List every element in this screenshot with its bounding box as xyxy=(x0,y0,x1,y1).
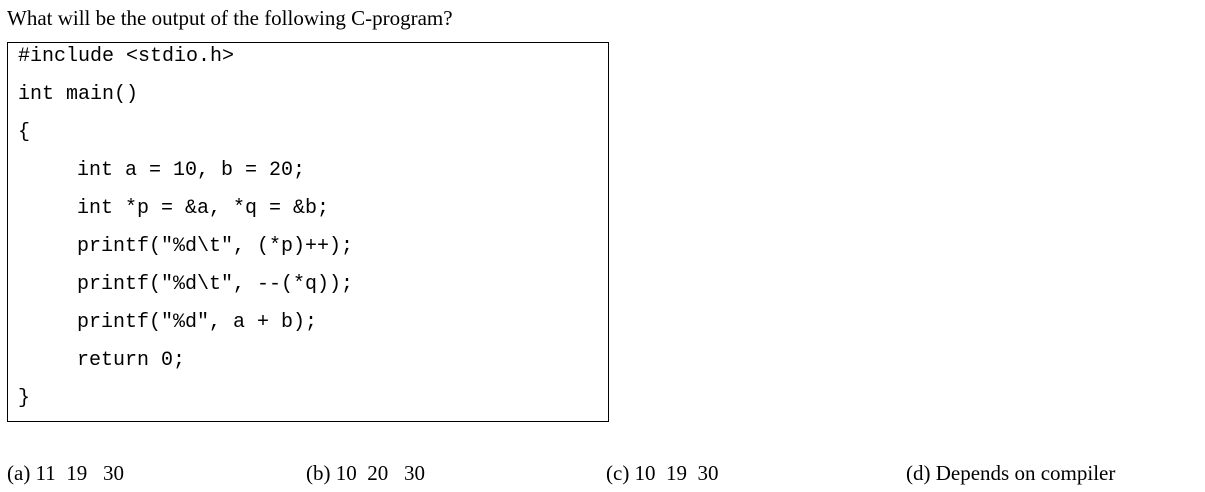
code-line-declare-pointers: int *p = &a, *q = &b; xyxy=(77,197,330,220)
code-block: #include <stdio.h> int main() { int a = … xyxy=(7,42,609,422)
code-line-return: return 0; xyxy=(77,349,186,372)
option-a: (a) 11 19 30 xyxy=(7,461,125,485)
code-line-printf-2: printf("%d\t", --(*q)); xyxy=(77,273,354,296)
code-line-declare-ints: int a = 10, b = 20; xyxy=(77,159,306,182)
code-line-main: int main() xyxy=(18,83,139,106)
code-line-close-brace: } xyxy=(18,387,31,410)
question-text: What will be the output of the following… xyxy=(7,6,453,30)
code-line-printf-3: printf("%d", a + b); xyxy=(77,311,318,334)
code-line-include: #include <stdio.h> xyxy=(18,45,235,68)
option-d: (d) Depends on compiler xyxy=(906,461,1116,485)
code-line-printf-1: printf("%d\t", (*p)++); xyxy=(77,235,354,258)
option-c: (c) 10 19 30 xyxy=(606,461,719,485)
option-b: (b) 10 20 30 xyxy=(306,461,425,485)
code-line-open-brace: { xyxy=(18,121,31,144)
